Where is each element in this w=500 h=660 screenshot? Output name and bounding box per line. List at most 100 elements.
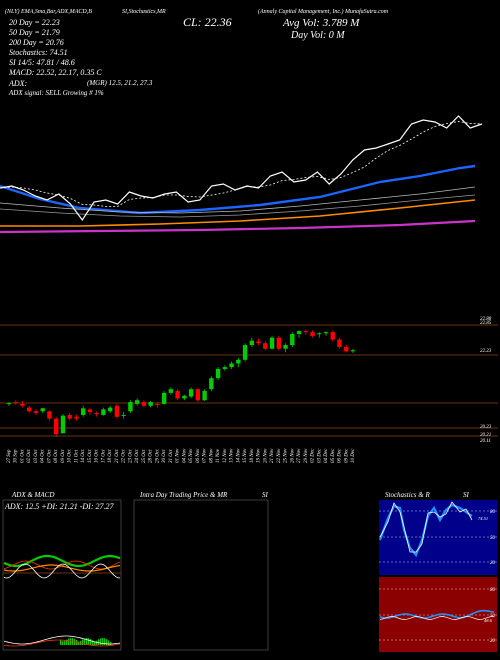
si-tick: 20 — [490, 639, 496, 644]
candle-body — [249, 340, 255, 346]
ticker-line: (NLY) EMA,Sma,Bar,ADX,MACD,B — [5, 9, 92, 15]
date-label: 02 Dec — [311, 448, 316, 463]
macd-histogram-bar — [84, 638, 86, 645]
candle — [296, 330, 302, 338]
candle-body — [134, 400, 140, 404]
candle — [74, 414, 79, 421]
macd-histogram-bar — [104, 638, 106, 645]
candle — [6, 402, 12, 406]
date-label: 18 Oct — [108, 449, 113, 463]
candle — [101, 407, 106, 416]
candle — [168, 387, 174, 395]
candle-body — [47, 411, 52, 419]
candle-body — [148, 402, 153, 406]
date-label: 08 Nov — [209, 448, 214, 463]
macd-histogram-bar — [72, 638, 74, 645]
macd-histogram-bar — [96, 640, 98, 645]
date-label: 17 Oct — [101, 449, 106, 463]
stoch-value: 74.51 — [478, 516, 488, 521]
candle — [229, 361, 234, 369]
candle — [87, 407, 93, 415]
date-label: 11 Oct — [74, 449, 79, 463]
adx-label: ADX: — [9, 79, 28, 88]
candle — [249, 337, 255, 347]
candle — [256, 338, 261, 346]
date-label: 01 Oct — [20, 449, 25, 463]
date-label: 11 Nov — [216, 448, 221, 463]
date-label: 13 Nov — [230, 448, 235, 463]
candle — [54, 416, 59, 437]
adx-panel-title: ADX & MACD — [12, 491, 55, 499]
candle-body — [27, 407, 32, 412]
date-label: 12 Nov — [223, 448, 228, 463]
stoch-panel-title: Stochastics & R — [385, 491, 430, 499]
candle — [269, 335, 275, 350]
date-label: 18 Nov — [250, 448, 255, 463]
adx-lines — [3, 554, 121, 647]
candle-body — [337, 339, 342, 347]
candle — [323, 331, 329, 336]
macd-histogram-bar — [60, 639, 62, 645]
date-label: 09 Oct — [61, 449, 66, 463]
candle — [40, 407, 45, 414]
candle-body — [276, 337, 282, 349]
candle — [175, 389, 180, 401]
macd-histogram-bar — [86, 638, 88, 645]
intra-panel-title: Intra Day Trading Price & MR — [140, 491, 228, 499]
date-label: 27 Nov — [297, 448, 302, 463]
volume-label: Avg Vol: 3.789 M — [283, 17, 360, 29]
candle-grid — [0, 324, 498, 437]
candle — [350, 348, 356, 354]
date-labels: 27 Sep 30 Sep 01 Oct 02 Oct 03 Oct 04 Oct 07 O… — [7, 448, 356, 463]
macd-histogram-bar — [62, 641, 64, 645]
date-label: 03 Dec — [317, 448, 322, 463]
candle — [317, 332, 322, 338]
ema-gray-line-2 — [0, 194, 476, 218]
date-label: 22 Oct — [122, 449, 127, 463]
date-label: 05 Nov — [189, 448, 194, 463]
day-vol-label: Day Vol: 0 M — [291, 30, 345, 41]
candle — [263, 341, 268, 351]
candle — [114, 403, 120, 419]
macd-histogram-bar — [82, 639, 84, 645]
candle-body — [175, 391, 180, 399]
candle-body — [128, 402, 133, 412]
macd-histogram-bar — [110, 641, 112, 645]
date-label: 20 Nov — [263, 448, 268, 463]
date-label: 29 Oct — [155, 449, 160, 463]
ema-mid-line — [0, 199, 476, 227]
date-label: 07 Oct — [47, 449, 52, 463]
candle-body — [114, 405, 120, 417]
stoch-d-line — [379, 501, 473, 553]
date-label: 25 Nov — [284, 448, 289, 463]
candle-body — [74, 416, 79, 419]
candle-body — [20, 403, 25, 406]
candle-body — [269, 337, 275, 349]
candle-body — [141, 402, 147, 406]
candle-body — [6, 403, 12, 405]
ema-lines — [0, 164, 476, 234]
stoch-panel-si: SI — [463, 491, 469, 499]
date-label: 28 Oct — [149, 449, 154, 463]
ma20-label: 20 Day = 22.23 — [9, 18, 60, 27]
candle — [27, 405, 32, 414]
adx-white-line — [3, 563, 121, 579]
macd-histogram-bar — [70, 638, 72, 645]
date-label: 06 Dec — [338, 448, 343, 463]
intra-panel-frame — [133, 499, 269, 651]
candle — [310, 330, 315, 338]
candle — [290, 332, 295, 347]
date-label: 15 Oct — [88, 449, 93, 463]
candle — [107, 405, 113, 414]
date-label: 07 Nov — [203, 448, 208, 463]
candle-body — [209, 378, 214, 390]
candle-body — [323, 332, 329, 334]
candle — [80, 405, 86, 417]
candles — [6, 329, 356, 437]
candle-body — [222, 367, 228, 369]
date-label: 05 Dec — [331, 448, 336, 463]
candle — [188, 387, 194, 399]
macd-line — [3, 635, 121, 645]
date-label: 21 Nov — [270, 448, 275, 463]
candle — [134, 398, 140, 406]
